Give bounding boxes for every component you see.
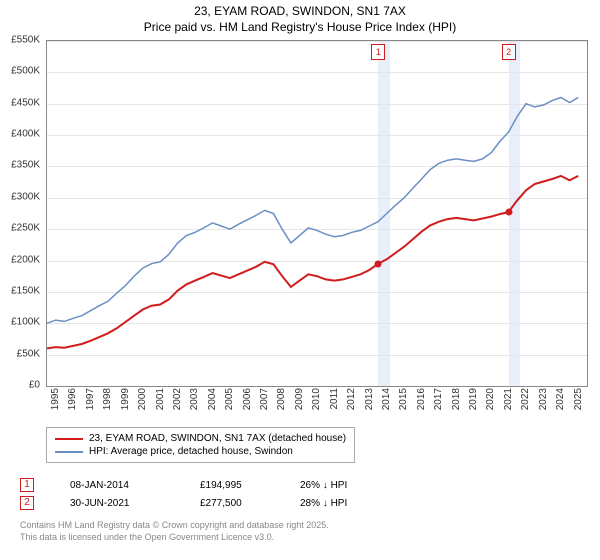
x-tick-label: 2025 <box>573 388 584 422</box>
x-tick-label: 1996 <box>67 388 78 422</box>
x-tick-label: 2019 <box>468 388 479 422</box>
y-tick-label: £400K <box>11 129 40 140</box>
x-tick-label: 2022 <box>520 388 531 422</box>
sales-table: 1 08-JAN-2014£194,99526% ↓ HPI 2 30-JUN-202… <box>20 476 420 512</box>
legend: 23, EYAM ROAD, SWINDON, SN1 7AX (detache… <box>46 427 355 463</box>
x-tick-label: 2021 <box>503 388 514 422</box>
title-line-2: Price paid vs. HM Land Registry's House … <box>0 20 600 36</box>
y-tick-label: £250K <box>11 223 40 234</box>
x-tick-label: 1999 <box>120 388 131 422</box>
y-tick-label: £500K <box>11 66 40 77</box>
legend-swatch <box>55 451 83 453</box>
sale-marker: 2 <box>502 44 516 60</box>
x-tick-label: 2011 <box>329 388 340 422</box>
x-tick-label: 2016 <box>416 388 427 422</box>
x-tick-label: 2020 <box>485 388 496 422</box>
sale-point <box>375 260 382 267</box>
series-hpi <box>47 98 578 324</box>
plot-area-wrap: 12 <box>46 40 586 385</box>
x-tick-label: 2015 <box>398 388 409 422</box>
x-tick-label: 2023 <box>538 388 549 422</box>
y-axis: £0£50K£100K£150K£200K£250K£300K£350K£400… <box>0 40 44 385</box>
chart-title: 23, EYAM ROAD, SWINDON, SN1 7AX Price pa… <box>0 0 600 35</box>
series-property <box>47 176 578 349</box>
sale-price: £194,995 <box>200 480 300 491</box>
footer-attribution: Contains HM Land Registry data © Crown c… <box>20 520 329 543</box>
legend-item: 23, EYAM ROAD, SWINDON, SN1 7AX (detache… <box>55 432 346 445</box>
y-tick-label: £450K <box>11 97 40 108</box>
x-tick-label: 2007 <box>259 388 270 422</box>
x-tick-label: 2009 <box>294 388 305 422</box>
y-tick-label: £150K <box>11 285 40 296</box>
footer-line-2: This data is licensed under the Open Gov… <box>20 532 329 544</box>
x-tick-label: 2017 <box>433 388 444 422</box>
sale-marker: 1 <box>371 44 385 60</box>
x-axis: 1995 1996 1997 1998 1999 2000 2001 2002 2003 2004… <box>46 388 586 428</box>
x-tick-label: 2014 <box>381 388 392 422</box>
y-tick-label: £350K <box>11 160 40 171</box>
x-tick-label: 2018 <box>451 388 462 422</box>
sale-point <box>505 208 512 215</box>
legend-swatch <box>55 438 83 440</box>
x-tick-label: 2010 <box>311 388 322 422</box>
x-tick-label: 1997 <box>85 388 96 422</box>
x-tick-label: 2004 <box>207 388 218 422</box>
sale-date: 08-JAN-2014 <box>70 480 200 491</box>
y-tick-label: £550K <box>11 35 40 46</box>
y-tick-label: £200K <box>11 254 40 265</box>
y-tick-label: £50K <box>17 348 40 359</box>
title-line-1: 23, EYAM ROAD, SWINDON, SN1 7AX <box>0 4 600 20</box>
sale-row-marker: 2 <box>20 496 34 510</box>
x-tick-label: 2024 <box>555 388 566 422</box>
sale-date: 30-JUN-2021 <box>70 498 200 509</box>
plot-area: 12 <box>46 40 588 387</box>
x-tick-label: 2003 <box>189 388 200 422</box>
x-tick-label: 2008 <box>276 388 287 422</box>
x-tick-label: 2006 <box>242 388 253 422</box>
x-tick-label: 1998 <box>102 388 113 422</box>
legend-label: HPI: Average price, detached house, Swin… <box>89 446 293 457</box>
sale-price: £277,500 <box>200 498 300 509</box>
sale-pct: 28% ↓ HPI <box>300 498 420 509</box>
legend-label: 23, EYAM ROAD, SWINDON, SN1 7AX (detache… <box>89 433 346 444</box>
x-tick-label: 1995 <box>50 388 61 422</box>
y-tick-label: £300K <box>11 191 40 202</box>
sale-row: 2 30-JUN-2021£277,50028% ↓ HPI <box>20 494 420 512</box>
x-tick-label: 2005 <box>224 388 235 422</box>
x-tick-label: 2012 <box>346 388 357 422</box>
sale-row-marker: 1 <box>20 478 34 492</box>
x-tick-label: 2000 <box>137 388 148 422</box>
x-tick-label: 2013 <box>364 388 375 422</box>
sale-row: 1 08-JAN-2014£194,99526% ↓ HPI <box>20 476 420 494</box>
legend-item: HPI: Average price, detached house, Swin… <box>55 445 346 458</box>
y-tick-label: £0 <box>29 380 40 391</box>
x-tick-label: 2001 <box>155 388 166 422</box>
x-tick-label: 2002 <box>172 388 183 422</box>
sale-pct: 26% ↓ HPI <box>300 480 420 491</box>
chart-container: 23, EYAM ROAD, SWINDON, SN1 7AX Price pa… <box>0 0 600 560</box>
footer-line-1: Contains HM Land Registry data © Crown c… <box>20 520 329 532</box>
y-tick-label: £100K <box>11 317 40 328</box>
